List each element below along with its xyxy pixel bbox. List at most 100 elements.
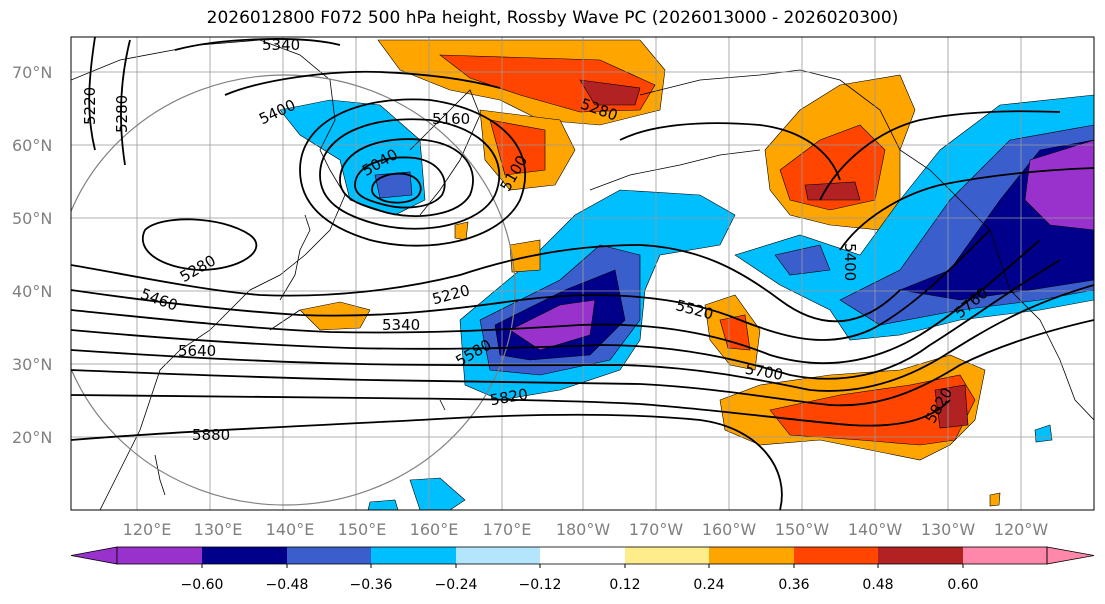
map-title: 2026012800 F072 500 hPa height, Rossby W… bbox=[206, 8, 899, 28]
colorbar-swatch bbox=[709, 547, 794, 564]
lon-label: 140°W bbox=[848, 520, 903, 539]
lat-label: 40°N bbox=[12, 282, 52, 301]
colorbar-border bbox=[116, 546, 1048, 565]
contour-ring-2 bbox=[319, 118, 501, 230]
contour-label: 5340 bbox=[382, 316, 420, 334]
contour-5520 bbox=[71, 229, 991, 341]
lon-label: 150°W bbox=[775, 520, 830, 539]
contour-ring-1 bbox=[299, 98, 526, 247]
contour-5640 bbox=[71, 259, 1061, 380]
colorbar-extend-high bbox=[1046, 546, 1095, 565]
colorbar-swatch bbox=[540, 547, 625, 564]
lon-label: 160°E bbox=[410, 520, 459, 539]
colorbar-tick-label: 0.12 bbox=[609, 577, 640, 593]
lon-label: 130°E bbox=[194, 520, 243, 539]
contour-5400-east bbox=[819, 110, 1061, 201]
coastline-asia bbox=[71, 39, 346, 510]
contour-ring-5 bbox=[371, 172, 422, 204]
contour-ring-4 bbox=[354, 156, 446, 209]
coastlines bbox=[71, 39, 1094, 510]
lon-label: 180°W bbox=[556, 520, 611, 539]
contour-label: 5640 bbox=[178, 342, 216, 360]
contour-label: 5340 bbox=[262, 36, 300, 54]
colorbar-swatch bbox=[456, 547, 540, 564]
colorbar-tick-label: 0.48 bbox=[862, 577, 893, 593]
contour-5580 bbox=[71, 239, 1041, 365]
contour-ring-3 bbox=[339, 138, 474, 217]
anomaly-negative-okhotsk-core bbox=[374, 171, 413, 199]
colorbar-swatch bbox=[371, 547, 456, 564]
contour-5460 bbox=[71, 244, 901, 323]
contour-5340-east bbox=[839, 167, 1094, 251]
contour-label: 5400 bbox=[841, 243, 859, 281]
contour-low-west bbox=[142, 218, 258, 271]
anomaly-negative-east-small bbox=[1034, 424, 1053, 443]
anomaly-positive-subtropical-east-max bbox=[934, 384, 969, 429]
lon-label: 120°W bbox=[994, 520, 1049, 539]
lon-label: 120°E bbox=[123, 520, 172, 539]
colorbar bbox=[70, 546, 1095, 565]
contour-5280-west bbox=[119, 39, 131, 166]
coastline-japan bbox=[269, 214, 311, 331]
colorbar-tick-label: −0.36 bbox=[350, 577, 393, 593]
contour-5340-north bbox=[174, 38, 341, 51]
reference-circle bbox=[71, 74, 516, 506]
contour-label: 5220 bbox=[81, 87, 99, 125]
anomaly-negative-south-small bbox=[409, 477, 466, 510]
colorbar-swatch bbox=[202, 547, 287, 564]
anomaly-positive-south-small bbox=[989, 492, 1001, 507]
anomaly-positive-small-1 bbox=[509, 239, 541, 273]
lon-label: 140°E bbox=[266, 520, 315, 539]
contour-5880 bbox=[71, 413, 783, 510]
colorbar-tick-label: 0.36 bbox=[778, 577, 809, 593]
contour-5760 bbox=[71, 319, 1094, 407]
contour-label: 5160 bbox=[432, 110, 470, 128]
lat-label: 60°N bbox=[12, 136, 52, 155]
latitude-labels: 70°N 60°N 50°N 40°N 30°N 20°N bbox=[12, 63, 52, 447]
colorbar-swatch bbox=[625, 547, 709, 564]
colorbar-swatch bbox=[794, 547, 878, 564]
anomaly-positive-gulf-alaska-max bbox=[804, 181, 861, 201]
colorbar-tick-label: −0.48 bbox=[266, 577, 309, 593]
coastline-kamchatka bbox=[409, 89, 481, 216]
contour-label: 5880 bbox=[192, 426, 230, 444]
lon-label: 160°W bbox=[702, 520, 757, 539]
contour-5220-west bbox=[88, 37, 96, 151]
colorbar-swatch bbox=[117, 547, 202, 564]
lon-label: 130°W bbox=[921, 520, 976, 539]
coastline-aleutians bbox=[589, 149, 761, 191]
colorbar-tick-label: 0.24 bbox=[693, 577, 724, 593]
anomaly-negative-south-small-2 bbox=[367, 499, 399, 510]
lon-label: 150°E bbox=[338, 520, 387, 539]
anomaly-positive-bering-max bbox=[579, 79, 641, 106]
lat-label: 70°N bbox=[12, 63, 52, 82]
contour-5280-east bbox=[619, 122, 841, 181]
lat-label: 30°N bbox=[12, 355, 52, 374]
colorbar-tick-label: −0.24 bbox=[435, 577, 478, 593]
lon-label: 170°E bbox=[483, 520, 532, 539]
graticule bbox=[71, 37, 1094, 510]
lon-label: 170°W bbox=[629, 520, 684, 539]
contour-label: 5280 bbox=[113, 95, 131, 133]
colorbar-tick-label: −0.60 bbox=[181, 577, 224, 593]
lat-label: 50°N bbox=[12, 209, 52, 228]
contour-5400-north bbox=[224, 70, 501, 96]
colorbar-swatch bbox=[878, 547, 963, 564]
colorbar-tick-label: −0.12 bbox=[519, 577, 562, 593]
height-contours bbox=[71, 37, 1094, 510]
anomaly-negative-ne-pacific-min bbox=[1024, 139, 1094, 231]
lat-label: 20°N bbox=[12, 428, 52, 447]
colorbar-extend-low bbox=[70, 546, 118, 565]
colorbar-swatch bbox=[963, 547, 1047, 564]
anomaly-negative-alaska-small bbox=[774, 244, 831, 276]
coastline-islands bbox=[154, 399, 446, 496]
colorbar-tick-labels: −0.60 −0.48 −0.36 −0.24 −0.12 0.12 0.24 0.36 0.4… bbox=[181, 564, 979, 593]
anomaly-positive-small-2 bbox=[454, 221, 469, 241]
contour-5820 bbox=[71, 394, 951, 427]
contour-5700 bbox=[71, 284, 1094, 392]
colorbar-swatch bbox=[287, 547, 371, 564]
colorbar-tick-label: 0.60 bbox=[947, 577, 978, 593]
longitude-labels: 120°E 130°E 140°E 150°E 160°E 170°E 180°… bbox=[123, 520, 1049, 539]
map-frame bbox=[70, 36, 1095, 511]
